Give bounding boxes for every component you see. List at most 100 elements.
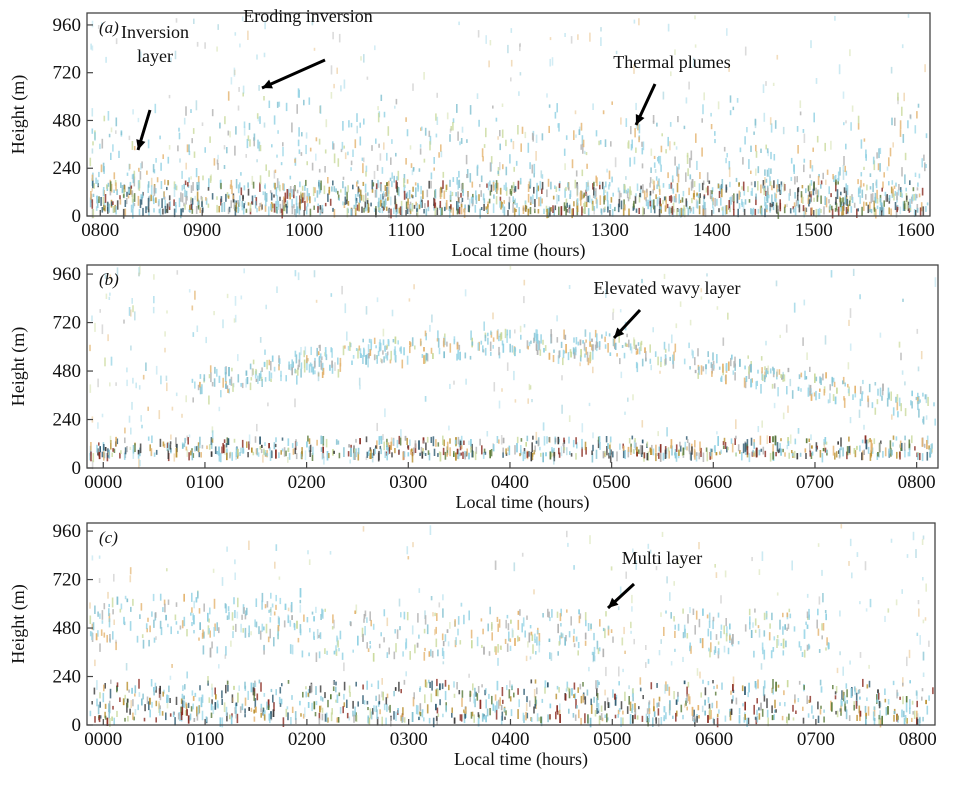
echo-dot	[621, 372, 623, 378]
echo-dot	[818, 176, 820, 185]
echo-dot	[884, 616, 886, 622]
echo-dot	[303, 615, 305, 622]
echo-dot	[440, 452, 442, 461]
echo-dot	[586, 202, 588, 207]
echo-dot	[547, 714, 549, 722]
echo-dot	[660, 639, 662, 644]
echo-dot	[503, 200, 505, 204]
echo-dot	[299, 149, 301, 154]
echo-dot	[93, 209, 95, 218]
echo-dot	[771, 705, 773, 713]
echo-dot	[907, 200, 909, 210]
echo-dot	[849, 201, 851, 207]
echo-dot	[116, 38, 118, 44]
echo-dot	[504, 717, 506, 720]
echo-dot	[214, 367, 216, 374]
echo-dot	[549, 714, 551, 719]
echo-dot	[761, 449, 763, 452]
echo-dot	[243, 449, 245, 454]
echo-dot	[316, 701, 318, 705]
echo-dot	[914, 446, 916, 450]
echo-dot	[291, 695, 293, 700]
echo-dot	[165, 206, 167, 214]
echo-dot	[387, 355, 389, 361]
echo-dot	[703, 366, 705, 371]
echo-dot	[187, 450, 189, 457]
echo-dot	[511, 191, 513, 196]
echo-dot	[359, 123, 361, 128]
echo-dot	[901, 589, 903, 594]
echo-dot	[359, 189, 361, 192]
echo-dot	[852, 106, 854, 112]
echo-dot	[349, 460, 351, 464]
echo-dot	[209, 136, 211, 143]
echo-dot	[660, 357, 662, 362]
echo-dot	[658, 708, 660, 715]
echo-dot	[454, 619, 456, 626]
echo-dot	[130, 621, 132, 631]
echo-dot	[460, 640, 462, 644]
echo-dot	[309, 196, 311, 203]
echo-dot	[275, 170, 277, 173]
echo-dot	[773, 83, 775, 86]
echo-dot	[663, 717, 665, 721]
echo-dot	[585, 612, 587, 620]
echo-dot	[676, 146, 678, 149]
echo-dot	[604, 195, 606, 200]
echo-dot	[99, 446, 101, 452]
echo-dot	[229, 379, 231, 385]
echo-dot	[335, 700, 337, 703]
echo-dot	[140, 171, 142, 180]
echo-dot	[880, 148, 882, 154]
echo-dot	[282, 438, 284, 441]
echo-dot	[782, 613, 784, 617]
echo-dot	[816, 377, 818, 382]
echo-dot	[235, 32, 237, 36]
echo-dot	[289, 193, 291, 200]
echo-dot	[280, 687, 282, 693]
echo-dot	[92, 21, 94, 28]
echo-dot	[909, 440, 911, 449]
echo-dot	[240, 706, 242, 713]
echo-dot	[185, 196, 187, 205]
echo-dot	[267, 403, 269, 407]
echo-dot	[457, 449, 459, 455]
echo-dot	[699, 453, 701, 460]
echo-dot	[159, 136, 161, 140]
echo-dot	[177, 270, 179, 275]
echo-dot	[145, 363, 147, 372]
echo-dot	[264, 53, 266, 58]
echo-dot	[896, 452, 898, 459]
echo-dot	[502, 700, 504, 704]
echo-dot	[140, 199, 142, 208]
echo-dot	[780, 449, 782, 456]
echo-dot	[667, 684, 669, 691]
echo-dot	[433, 168, 435, 171]
echo-dot	[444, 207, 446, 211]
echo-dot	[599, 185, 601, 190]
echo-dot	[188, 703, 190, 708]
echo-dot	[285, 451, 287, 457]
echo-dot	[348, 120, 350, 127]
echo-dot	[256, 622, 258, 628]
echo-dot	[777, 206, 779, 213]
echo-dot	[263, 96, 265, 101]
echo-dot	[335, 687, 337, 693]
echo-dot	[733, 370, 735, 374]
echo-dot	[364, 700, 366, 705]
echo-dot	[234, 146, 236, 156]
echo-dot	[457, 132, 459, 141]
echo-dot	[891, 187, 893, 194]
echo-dot	[515, 186, 517, 192]
echo-dot	[475, 205, 477, 213]
echo-dot	[196, 100, 198, 110]
echo-dot	[301, 454, 303, 458]
echo-dot	[669, 207, 671, 217]
echo-dot	[638, 18, 640, 25]
echo-dot	[595, 188, 597, 197]
echo-dot	[575, 110, 577, 114]
echo-dot	[271, 373, 273, 379]
echo-dot	[420, 202, 422, 208]
echo-dot	[318, 372, 320, 382]
echo-dot	[144, 704, 146, 711]
